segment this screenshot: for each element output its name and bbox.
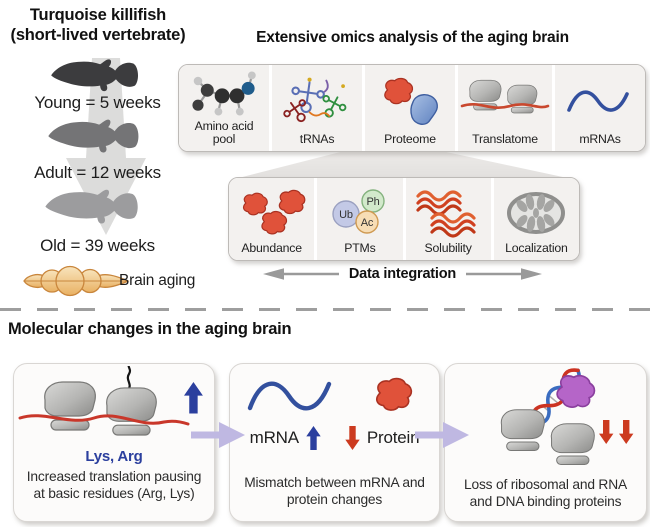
integration-left-arrow-icon bbox=[262, 268, 339, 280]
property-label: Localization bbox=[505, 241, 568, 256]
protein-copies-icon bbox=[234, 183, 310, 242]
binding-proteins-illustration bbox=[500, 368, 634, 466]
property-label: Abundance bbox=[241, 241, 302, 256]
caption-line: Loss of ribosomal and RNA bbox=[464, 477, 627, 492]
property-cell-abundance: Abundance bbox=[229, 178, 315, 260]
flow-arrow-icon bbox=[415, 422, 469, 448]
ptm-badge-ph: Ph bbox=[366, 196, 379, 208]
section-divider bbox=[0, 308, 650, 311]
data-integration-row: Data integration bbox=[230, 266, 575, 282]
protein-label: Protein bbox=[366, 428, 420, 447]
property-cell-ptms: Ub Ph Ac PTMs bbox=[317, 178, 403, 260]
property-label: PTMs bbox=[344, 241, 376, 256]
mrna-up-arrow-icon bbox=[306, 426, 321, 450]
caption-line: Increased translation pausing bbox=[26, 469, 202, 484]
dataset-label: Translatome bbox=[472, 132, 538, 147]
ptm-badge-ub: Ub bbox=[339, 209, 353, 221]
stage-adult-label: Adult = 12 weeks bbox=[34, 163, 161, 182]
property-cell-localization: Localization bbox=[493, 178, 579, 260]
caption-line: Mismatch between mRNA and bbox=[244, 475, 425, 490]
protein-down-arrow-icon bbox=[345, 426, 360, 450]
mrna-wave-icon bbox=[247, 381, 332, 411]
dataset-cell-mrnas: mRNAs bbox=[555, 65, 645, 151]
proteome-funnel-connector bbox=[238, 150, 568, 178]
aging-fish-illustration bbox=[45, 58, 146, 235]
brain-aging-label: Brain aging bbox=[119, 272, 196, 289]
killifish-title-line1: Turquoise killifish bbox=[29, 6, 167, 24]
mrna-wave-icon bbox=[565, 70, 635, 133]
increase-arrow-icon bbox=[184, 382, 203, 414]
dataset-cell-amino-acid-pool: Amino acid pool bbox=[179, 65, 269, 151]
dataset-label: Amino acid pool bbox=[194, 119, 254, 147]
protein-blob-icon bbox=[375, 377, 413, 411]
molecule-icon bbox=[185, 68, 263, 120]
killifish-title-line2: (short-lived vertebrate) bbox=[10, 25, 186, 44]
finding-panel-translation-pausing: Lys, Arg Increased translation pausing a… bbox=[13, 363, 215, 522]
pausing-ribosomes-illustration bbox=[18, 366, 203, 436]
dataset-cell-proteome: Proteome bbox=[365, 65, 455, 151]
trna-icon bbox=[277, 70, 357, 133]
caption-line: and DNA binding proteins bbox=[469, 494, 622, 510]
dataset-cell-trnas: tRNAs bbox=[272, 65, 362, 151]
finding-panel-protein-loss: Loss of ribosomal and RNA and DNA bindin… bbox=[444, 363, 647, 522]
mrna-protein-row: mRNA Protein bbox=[230, 424, 439, 452]
ribosome-mrna-icon bbox=[460, 70, 550, 133]
proteome-properties-row: Abundance Ub Ph Ac PTMs bbox=[228, 177, 580, 261]
panel-caption: Increased translation pausing at basic r… bbox=[14, 468, 214, 503]
data-integration-label: Data integration bbox=[348, 266, 457, 282]
caption-line: protein changes bbox=[286, 492, 383, 508]
panel-caption: Loss of ribosomal and RNA and DNA bindin… bbox=[445, 476, 646, 511]
caption-line: at basic residues (Arg, Lys) bbox=[33, 486, 195, 502]
killifish-title: Turquoise killifish (short-lived vertebr… bbox=[2, 6, 194, 46]
stage-old-label: Old = 39 weeks bbox=[40, 236, 155, 255]
stage-young-label: Young = 5 weeks bbox=[34, 93, 161, 112]
property-label: Solubility bbox=[424, 241, 472, 256]
mrna-vs-protein-illustration bbox=[247, 377, 413, 411]
aggregate-icon bbox=[415, 183, 481, 242]
fish-brain-icon bbox=[23, 265, 130, 297]
dataset-label: Proteome bbox=[384, 132, 436, 147]
integration-right-arrow-icon bbox=[466, 268, 543, 280]
paused-residues-label: Lys, Arg bbox=[85, 448, 143, 465]
dna-binding-protein-icon bbox=[554, 370, 598, 413]
finding-panel-mrna-protein-mismatch: mRNA Protein Mismatch between mRNA and p… bbox=[229, 363, 440, 522]
mrna-strand-icon bbox=[18, 414, 190, 426]
findings-section-title: Molecular changes in the aging brain bbox=[8, 320, 292, 338]
decrease-arrow-icon bbox=[619, 420, 634, 444]
flow-arrow-icon bbox=[191, 422, 245, 448]
mrna-label: mRNA bbox=[249, 428, 299, 447]
ptm-badges-icon: Ub Ph Ac bbox=[321, 183, 399, 242]
nascent-peptide-icon bbox=[126, 366, 132, 392]
decrease-arrow-icon bbox=[599, 420, 614, 444]
ptm-badge-ac: Ac bbox=[361, 217, 374, 229]
dataset-label: tRNAs bbox=[299, 132, 335, 147]
panel-caption: Mismatch between mRNA and protein change… bbox=[230, 474, 439, 509]
mitochondrion-icon bbox=[503, 183, 569, 242]
omics-datasets-row: Amino acid pool bbox=[178, 64, 646, 152]
dataset-label: mRNAs bbox=[579, 132, 621, 147]
old-fish-icon bbox=[45, 189, 138, 224]
property-cell-solubility: Solubility bbox=[405, 178, 491, 260]
protein-blobs-icon bbox=[375, 70, 445, 133]
dataset-cell-translatome: Translatome bbox=[458, 65, 552, 151]
omics-section-title: Extensive omics analysis of the aging br… bbox=[256, 29, 569, 46]
